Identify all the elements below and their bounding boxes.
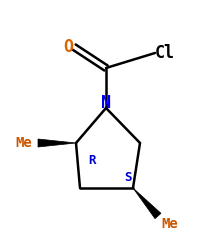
- Text: S: S: [124, 171, 132, 184]
- Text: Cl: Cl: [155, 44, 175, 62]
- Polygon shape: [133, 188, 161, 219]
- Text: Me: Me: [16, 136, 32, 150]
- Text: Me: Me: [162, 217, 178, 231]
- Text: O: O: [63, 38, 73, 56]
- Polygon shape: [38, 139, 76, 147]
- Text: N: N: [101, 94, 111, 112]
- Text: R: R: [88, 153, 96, 167]
